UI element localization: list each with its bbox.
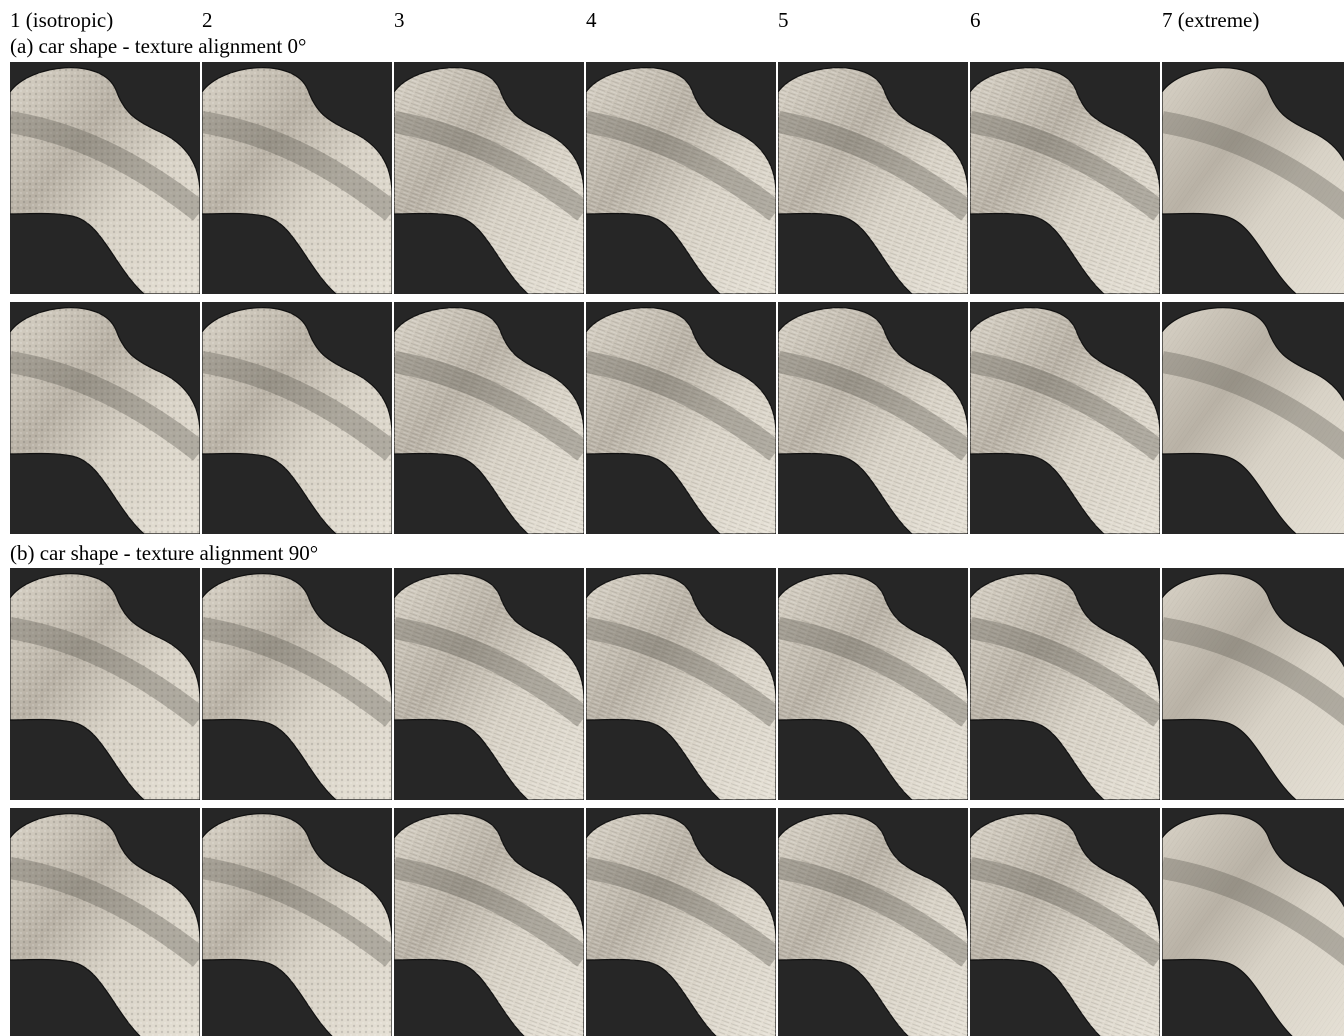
rendered-image bbox=[970, 568, 1160, 800]
rendered-image bbox=[970, 302, 1160, 534]
rendered-image bbox=[10, 568, 200, 800]
rendered-image bbox=[1162, 62, 1344, 294]
rendered-image bbox=[586, 568, 776, 800]
rendered-image bbox=[202, 568, 392, 800]
rendered-image bbox=[778, 302, 968, 534]
rendered-image bbox=[778, 568, 968, 800]
rendered-image bbox=[586, 62, 776, 294]
rendered-image bbox=[586, 302, 776, 534]
rendered-image bbox=[394, 568, 584, 800]
rendered-image bbox=[970, 808, 1160, 1036]
rendered-image bbox=[202, 302, 392, 534]
rendered-image bbox=[586, 808, 776, 1036]
rendered-image bbox=[394, 62, 584, 294]
rendered-image bbox=[394, 808, 584, 1036]
rendered-image bbox=[778, 808, 968, 1036]
rendered-image bbox=[1162, 302, 1344, 534]
rendered-image bbox=[10, 62, 200, 294]
rendered-image bbox=[1162, 808, 1344, 1036]
rendered-image bbox=[970, 62, 1160, 294]
rendered-image bbox=[10, 302, 200, 534]
rendered-image bbox=[202, 808, 392, 1036]
rendered-image bbox=[394, 302, 584, 534]
rendered-image bbox=[202, 62, 392, 294]
rendered-image bbox=[778, 62, 968, 294]
rendered-image bbox=[10, 808, 200, 1036]
rendered-image bbox=[1162, 568, 1344, 800]
image-grid bbox=[0, 0, 1344, 1036]
figure: 1 (isotropic) 2 3 4 5 6 7 (extreme) (a) … bbox=[0, 0, 1344, 1036]
